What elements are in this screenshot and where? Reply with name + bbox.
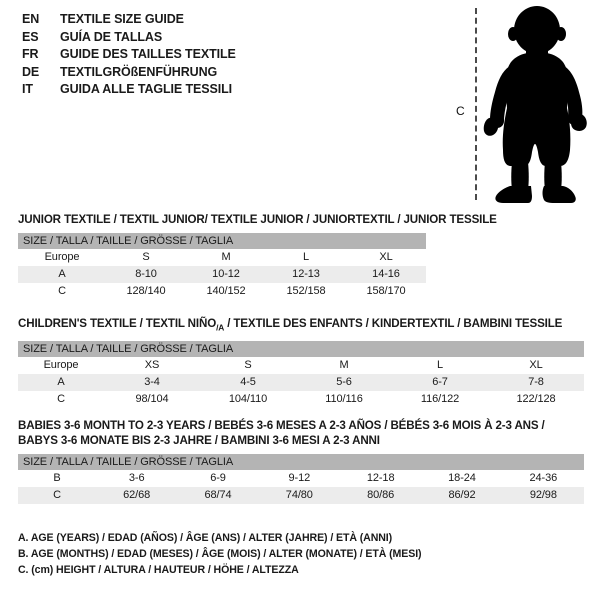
table-cell: 6-9 <box>177 470 259 487</box>
table-header-label: SIZE / TALLA / TAILLE / GRÖSSE / TAGLIA <box>18 233 426 249</box>
row-label: C <box>18 283 106 300</box>
table-header-row: SIZE / TALLA / TAILLE / GRÖSSE / TAGLIA <box>18 233 426 249</box>
section-title-prefix: CHILDREN'S TEXTILE / TEXTIL NIÑO <box>18 317 217 330</box>
table-cell: XS <box>104 357 200 375</box>
language-row: FR GUIDE DES TAILLES TEXTILE <box>22 47 442 65</box>
table-cell: 12-18 <box>339 470 422 487</box>
table-cell: 4-5 <box>200 374 296 392</box>
language-header: EN TEXTILE SIZE GUIDE ES GUÍA DE TALLAS FR GU… <box>22 12 442 100</box>
language-title: GUÍA DE TALLAS <box>60 29 163 44</box>
table-cell: 6-7 <box>392 374 488 392</box>
table-header-label: SIZE / TALLA / TAILLE / GRÖSSE / TAGLIA <box>18 341 585 358</box>
table-cell: M <box>296 357 392 375</box>
language-row: DE TEXTILGRÖßENFÜHRUNG <box>22 65 442 83</box>
table-cell: S <box>200 357 296 375</box>
table-cell: 74/80 <box>258 487 340 504</box>
language-code: EN <box>22 12 40 26</box>
legend-row: B. AGE (MONTHS) / EDAD (MESES) / ÂGE (MO… <box>18 548 422 560</box>
height-marker-label: C <box>456 104 465 118</box>
table-cell: 62/68 <box>96 487 178 504</box>
language-code: ES <box>22 29 39 44</box>
table-cell: 92/98 <box>502 487 585 504</box>
table-cell: 140/152 <box>186 283 266 300</box>
language-row: IT GUIDA ALLE TAGLIE TESSILI <box>22 82 442 100</box>
language-title: GUIDE DES TAILLES TEXTILE <box>60 47 236 61</box>
size-table: SIZE / TALLA / TAILLE / GRÖSSE / TAGLIA B… <box>18 454 585 504</box>
table-cell: 158/170 <box>346 283 426 300</box>
language-code: FR <box>22 47 39 61</box>
table-cell: XL <box>488 357 585 375</box>
table-cell: 14-16 <box>346 266 426 283</box>
section-junior-textile: JUNIOR TEXTILE / TEXTIL JUNIOR/ TEXTILE … <box>18 212 497 300</box>
table-cell: 116/122 <box>392 391 488 409</box>
table-row: Europe S M L XL <box>18 249 426 266</box>
section-title-subscript: /A <box>216 322 225 333</box>
table-header-label: SIZE / TALLA / TAILLE / GRÖSSE / TAGLIA <box>18 454 585 470</box>
section-babies-textile: BABIES 3-6 MONTH TO 2-3 YEARS / BEBÉS 3-… <box>18 418 585 504</box>
table-cell: 152/158 <box>266 283 346 300</box>
language-row: ES GUÍA DE TALLAS <box>22 30 442 48</box>
table-row: Europe XS S M L XL <box>18 357 585 375</box>
table-cell: 104/110 <box>200 391 296 409</box>
row-label: Europe <box>18 357 104 375</box>
table-header-row: SIZE / TALLA / TAILLE / GRÖSSE / TAGLIA <box>18 454 585 470</box>
language-code: IT <box>22 82 33 96</box>
height-dashed-line <box>475 8 477 200</box>
table-cell: 122/128 <box>488 391 585 409</box>
legend-block: A. AGE (YEARS) / EDAD (AÑOS) / ÂGE (ANS)… <box>18 530 578 578</box>
table-cell: 7-8 <box>488 374 585 392</box>
table-cell: 8-10 <box>106 266 186 283</box>
table-cell: 24-36 <box>502 470 585 487</box>
table-row: A 3-4 4-5 5-6 6-7 7-8 <box>18 374 585 392</box>
table-cell: 86/92 <box>421 487 503 504</box>
toddler-silhouette-icon <box>483 6 587 203</box>
row-label: C <box>18 487 96 504</box>
table-cell: XL <box>346 249 426 266</box>
table-cell: 80/86 <box>339 487 422 504</box>
section-title-suffix: / TEXTILE DES ENFANTS / KINDERTEXTIL / B… <box>224 317 563 330</box>
size-figure-block: C <box>448 0 600 208</box>
row-label: A <box>18 266 106 283</box>
table-cell: 3-6 <box>96 470 178 487</box>
table-cell: M <box>186 249 266 266</box>
language-code: DE <box>22 64 40 79</box>
table-cell: S <box>106 249 186 266</box>
language-title: TEXTILGRÖßENFÜHRUNG <box>60 64 218 79</box>
table-cell: 10-12 <box>186 266 266 283</box>
legend-row: A. AGE (YEARS) / EDAD (AÑOS) / ÂGE (ANS)… <box>18 532 393 544</box>
table-cell: 128/140 <box>106 283 186 300</box>
table-row: C 128/140 140/152 152/158 158/170 <box>18 283 426 300</box>
size-table: SIZE / TALLA / TAILLE / GRÖSSE / TAGLIA E… <box>18 341 585 409</box>
table-cell: 68/74 <box>177 487 259 504</box>
table-cell: 3-4 <box>104 374 200 392</box>
section-children-textile: CHILDREN'S TEXTILE / TEXTIL NIÑO/A / TEX… <box>18 316 585 409</box>
section-title: JUNIOR TEXTILE / TEXTIL JUNIOR/ TEXTILE … <box>18 213 497 226</box>
table-cell: 98/104 <box>104 391 200 409</box>
language-title: GUIDA ALLE TAGLIE TESSILI <box>60 82 233 96</box>
table-header-row: SIZE / TALLA / TAILLE / GRÖSSE / TAGLIA <box>18 341 585 358</box>
table-cell: 18-24 <box>421 470 503 487</box>
table-cell: L <box>392 357 488 375</box>
table-row: C 98/104 104/110 110/116 116/122 122/128 <box>18 391 585 409</box>
table-cell: 9-12 <box>258 470 340 487</box>
row-label: A <box>18 374 104 392</box>
table-row: C 62/68 68/74 74/80 80/86 86/92 92/98 <box>18 487 585 504</box>
section-title: BABIES 3-6 MONTH TO 2-3 YEARS / BEBÉS 3-… <box>18 418 584 448</box>
section-title: CHILDREN'S TEXTILE / TEXTIL NIÑO/A / TEX… <box>18 316 584 335</box>
row-label: C <box>18 391 104 409</box>
language-row: EN TEXTILE SIZE GUIDE <box>22 12 442 30</box>
section-title-line: BABYS 3-6 MONATE BIS 2-3 JAHRE / BAMBINI… <box>18 434 380 447</box>
table-cell: 5-6 <box>296 374 392 392</box>
table-row: B 3-6 6-9 9-12 12-18 18-24 24-36 <box>18 470 585 487</box>
row-label: B <box>18 470 96 487</box>
row-label: Europe <box>18 249 106 266</box>
section-title-line: BABIES 3-6 MONTH TO 2-3 YEARS / BEBÉS 3-… <box>18 419 545 432</box>
legend-row: C. (cm) HEIGHT / ALTURA / HAUTEUR / HÖHE… <box>18 564 299 576</box>
language-title: TEXTILE SIZE GUIDE <box>60 12 184 26</box>
table-cell: L <box>266 249 346 266</box>
size-table: SIZE / TALLA / TAILLE / GRÖSSE / TAGLIA E… <box>18 233 426 300</box>
table-cell: 12-13 <box>266 266 346 283</box>
table-cell: 110/116 <box>296 391 392 409</box>
table-row: A 8-10 10-12 12-13 14-16 <box>18 266 426 283</box>
